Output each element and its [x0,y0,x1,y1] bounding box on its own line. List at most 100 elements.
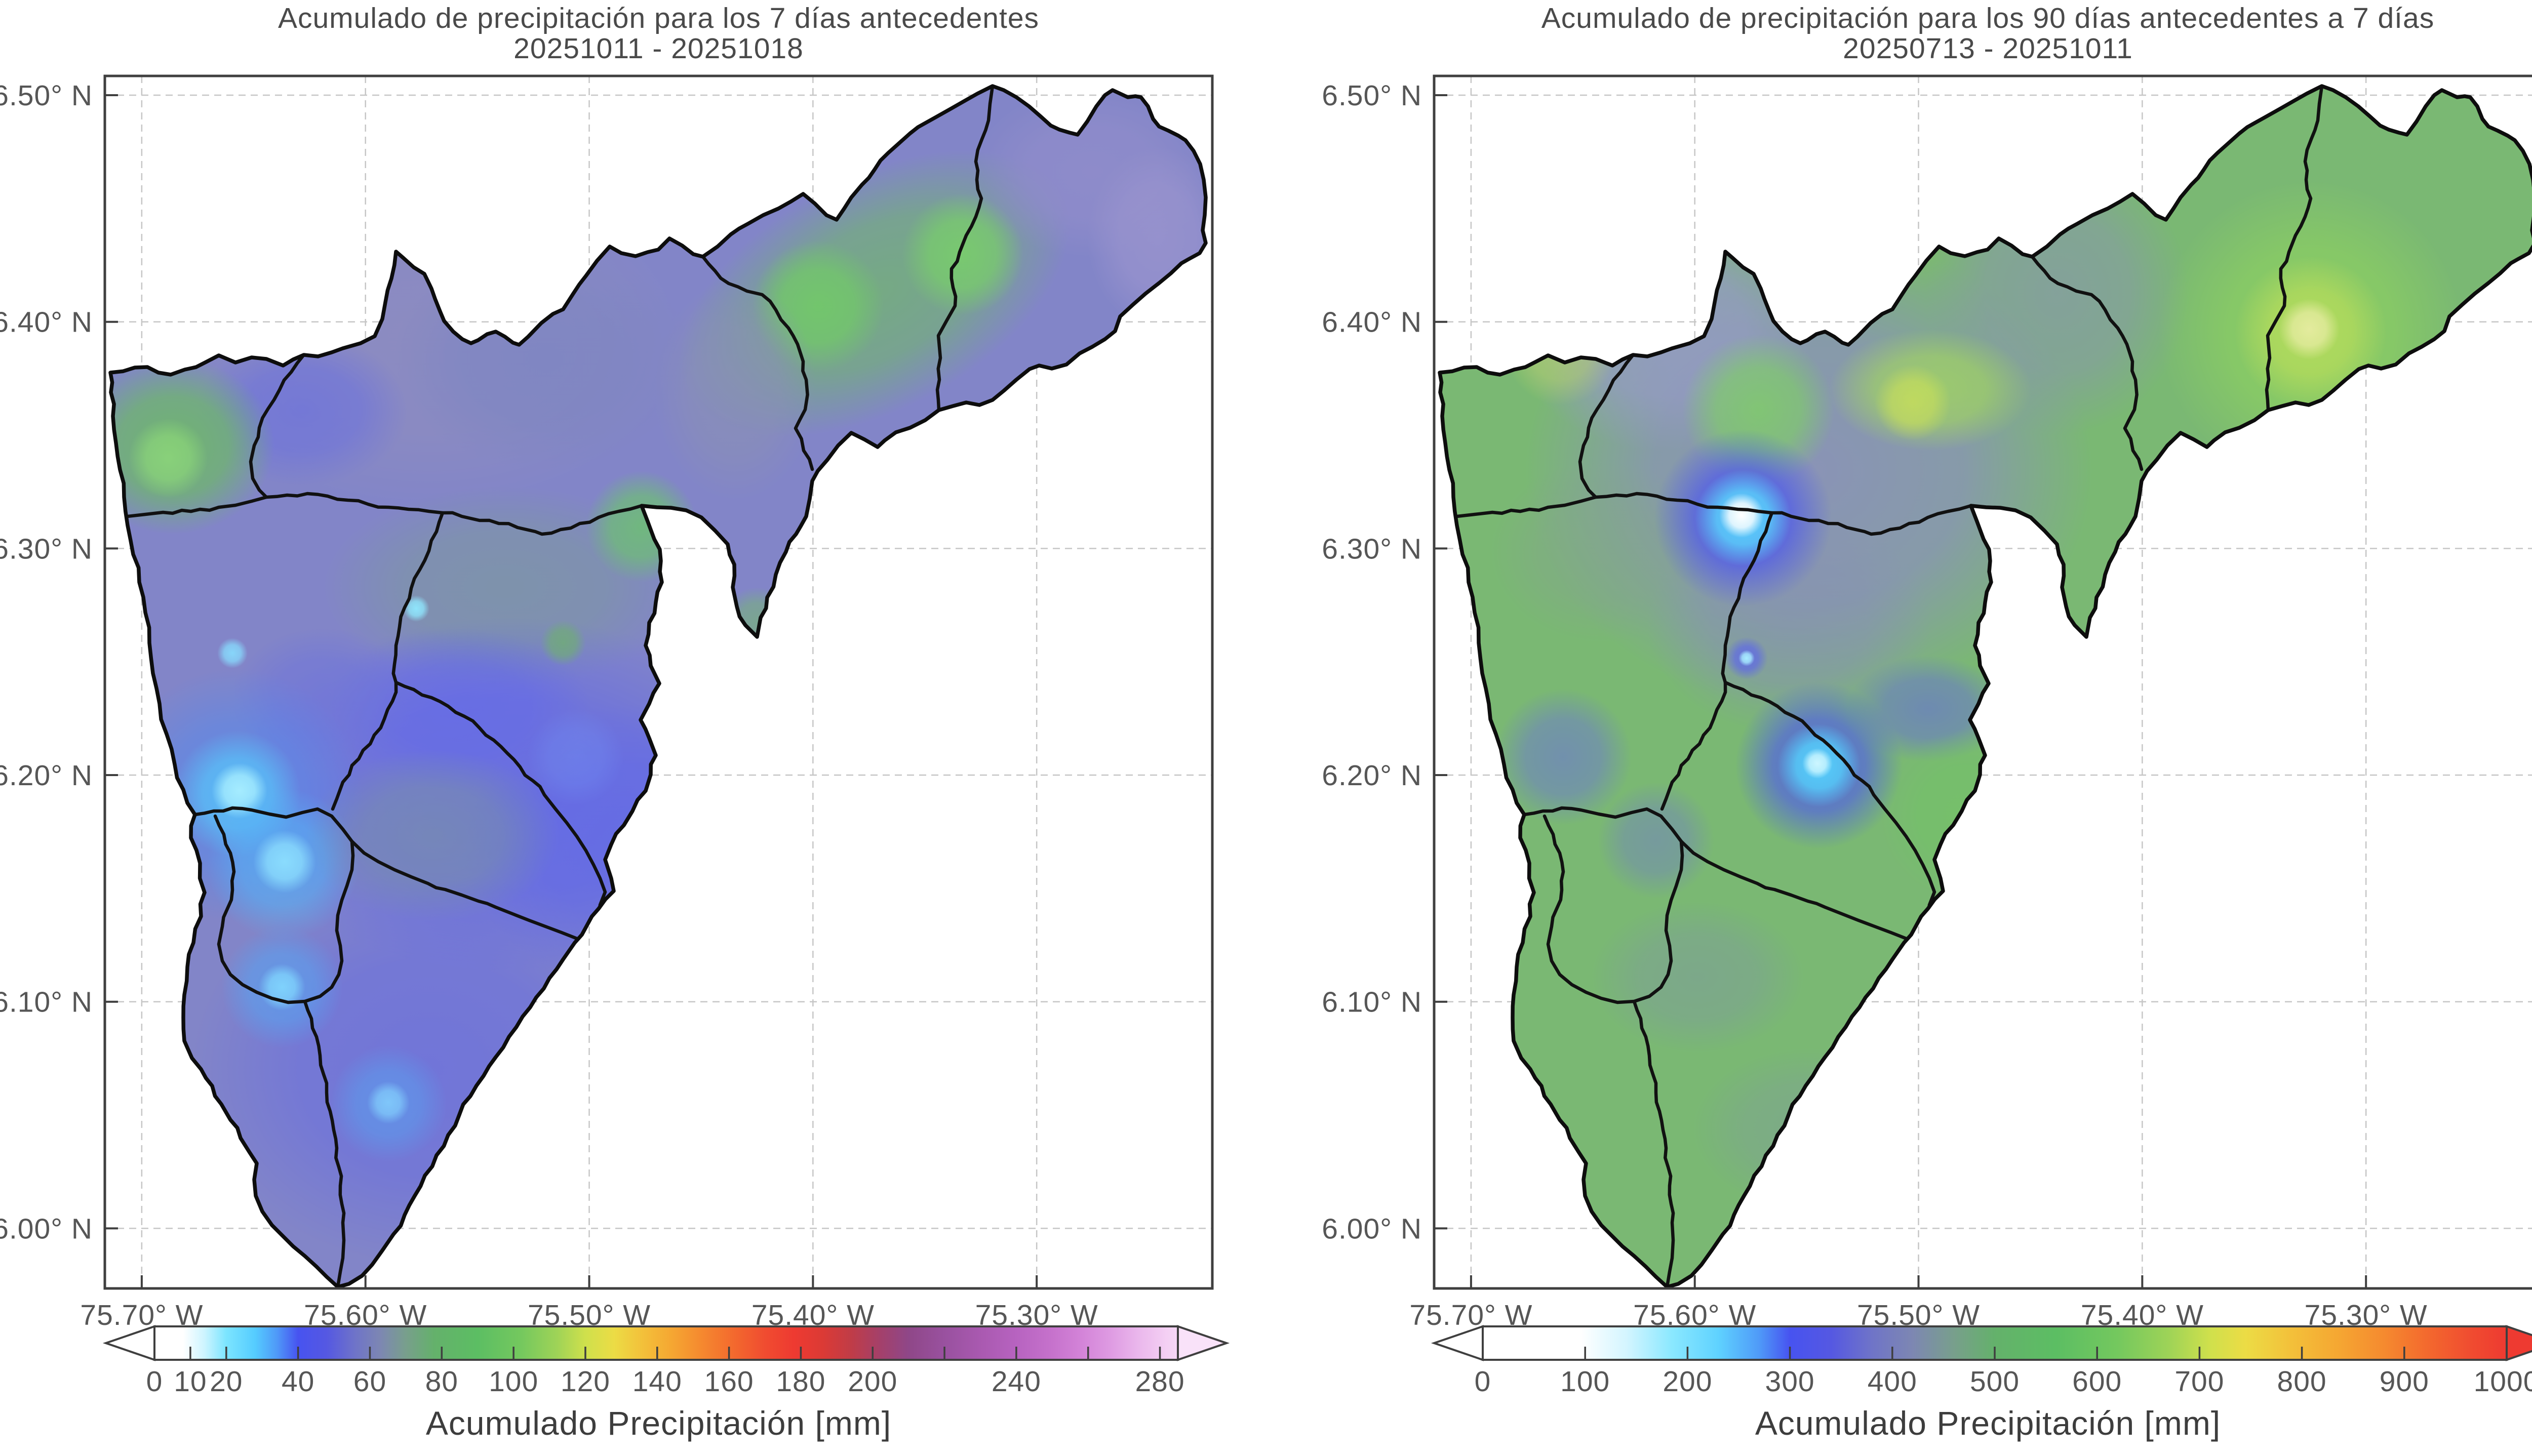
municipal-border [2265,86,2324,412]
precip-spot [1802,748,1833,779]
map-plot-7days: 75.70° W 75.60° W 75.50° W 75.40° W 75.30° W… [0,74,1214,1331]
colorbar-tick-label: 700 [2174,1365,2224,1398]
y-tick-label: 6.50° N [0,79,93,112]
precip-spot [259,964,305,1010]
precip-spot [528,709,624,805]
panel-90days-title-line2: 20250713 - 20251011 [1843,32,2133,65]
y-tick-label: 6.40° N [0,306,93,339]
municipal-border [1723,680,1936,935]
precip-spot [129,419,208,498]
precip-spot [654,278,816,501]
colorbar-tick-label: 600 [2072,1365,2122,1398]
municipal-border [193,806,616,941]
precip-spot [1719,493,1764,538]
precip-spot [586,471,697,582]
region-outline [1438,84,2532,1289]
colorbar-tick-label: 300 [1765,1365,1815,1398]
panel-7days-title: Acumulado de precipitación para los 7 dí… [105,3,1212,64]
precip-spot [367,1081,410,1124]
precip-spot [1738,650,1755,666]
precip-spot [902,193,1023,315]
municipal-border [394,680,607,935]
y-tick-label: 6.30° N [0,533,93,565]
precip-spot [1880,729,2052,901]
y-tick-label: 6.20° N [1322,759,1422,792]
map-plot-90days: 75.70° W 75.60° W 75.50° W 75.40° W 75.30° W… [1322,74,2532,1331]
colorbar-tick-label: 1000 [2474,1365,2532,1398]
colorbar-tick-label: 500 [1970,1365,2020,1398]
panel-90days-title: Acumulado de precipitación para los 90 d… [1434,3,2532,64]
y-tick-label: 6.00° N [0,1212,93,1245]
municipal-border [1542,814,1684,1004]
y-tick-label: 6.10° N [0,986,93,1019]
colorbar-tick-label: 100 [489,1365,538,1398]
y-tick-label: 6.40° N [1322,306,1422,339]
region-fill-group [110,86,1206,1287]
colorbar-90days: 0 100 200 300 400 500 600 700 800 900 1000 [1431,1325,2532,1398]
colorbar-tick-label: 160 [704,1365,754,1398]
y-tick-label: 6.20° N [0,759,93,792]
precip-spot [2279,299,2340,359]
municipal-border [118,353,306,519]
precip-spot [1495,689,1632,825]
colorbar-bar [153,1325,1179,1361]
colorbar-tick-label: 20 [210,1365,243,1398]
precip-spot [1087,147,1206,329]
municipal-border [935,86,995,412]
y-tick-label: 6.00° N [1322,1212,1422,1245]
colorbar-tick-label: 180 [776,1365,825,1398]
precip-spot [393,248,697,471]
precip-spot [217,638,248,668]
municipal-border [1660,511,1774,811]
region-outline [108,84,1208,1289]
panel-7days-title-line2: 20251011 - 20251018 [513,32,804,65]
precip-spot [253,830,316,893]
colorbar-tick-label: 900 [2380,1365,2429,1398]
precip-spot [306,749,560,921]
region-fill-group [1440,86,2532,1287]
precip-spot [403,595,429,622]
precip-spot [1768,152,1971,304]
precip-spot [1875,365,1951,440]
plot-frame [103,74,1214,1290]
colorbar-tick-label: 0 [1475,1365,1491,1398]
y-tick-label: 6.10° N [1322,986,1422,1019]
colorbar-tick-label: 60 [353,1365,386,1398]
municipal-border [1522,806,1945,941]
y-tick-label: 6.30° N [1322,533,1422,565]
colorbar-tick-label: 100 [1560,1365,1610,1398]
precip-spot [1591,901,1804,1053]
municipal-border [1594,492,1973,536]
municipal-border [213,814,355,1004]
colorbar-tick-label: 0 [146,1365,163,1398]
colorbar-90days-label: Acumulado Precipitación [mm] [1755,1404,2221,1442]
colorbar-tick-label: 120 [561,1365,610,1398]
precip-spot [1598,782,1714,899]
panel-7days-title-line1: Acumulado de precipitación para los 7 dí… [278,2,1040,34]
municipal-border [264,492,644,536]
y-tick-label: 6.50° N [1322,79,1422,112]
colorbar-tick-label: 240 [992,1365,1041,1398]
plot-frame [1433,74,2532,1290]
colorbar-tick-label: 140 [632,1365,682,1398]
municipal-border [701,255,814,471]
colorbar-arrow-left [1431,1325,1484,1361]
colorbar-tick-label: 10 [174,1365,207,1398]
precip-spot [722,587,793,658]
precip-spot [540,620,586,666]
colorbar-tick-label: 40 [282,1365,314,1398]
colorbar-arrow-right [2506,1325,2532,1361]
municipal-border [1447,353,1635,519]
colorbar-tick-label: 800 [2277,1365,2327,1398]
municipal-border [331,511,445,811]
precip-spot [1692,1048,1925,1210]
colorbar-7days-label: Acumulado Precipitación [mm] [425,1404,892,1442]
colorbar-tick-label: 400 [1868,1365,1917,1398]
colorbar-tick-label: 200 [1663,1365,1712,1398]
municipal-border [2030,255,2144,471]
precip-spot [1505,294,1616,405]
panel-90days-title-line1: Acumulado de precipitación para los 90 d… [1541,2,2435,34]
colorbar-7days: 0 10 20 40 60 80 100 120 140 160 180 200 240 280 [102,1325,1230,1398]
colorbar-tick-label: 280 [1135,1365,1184,1398]
